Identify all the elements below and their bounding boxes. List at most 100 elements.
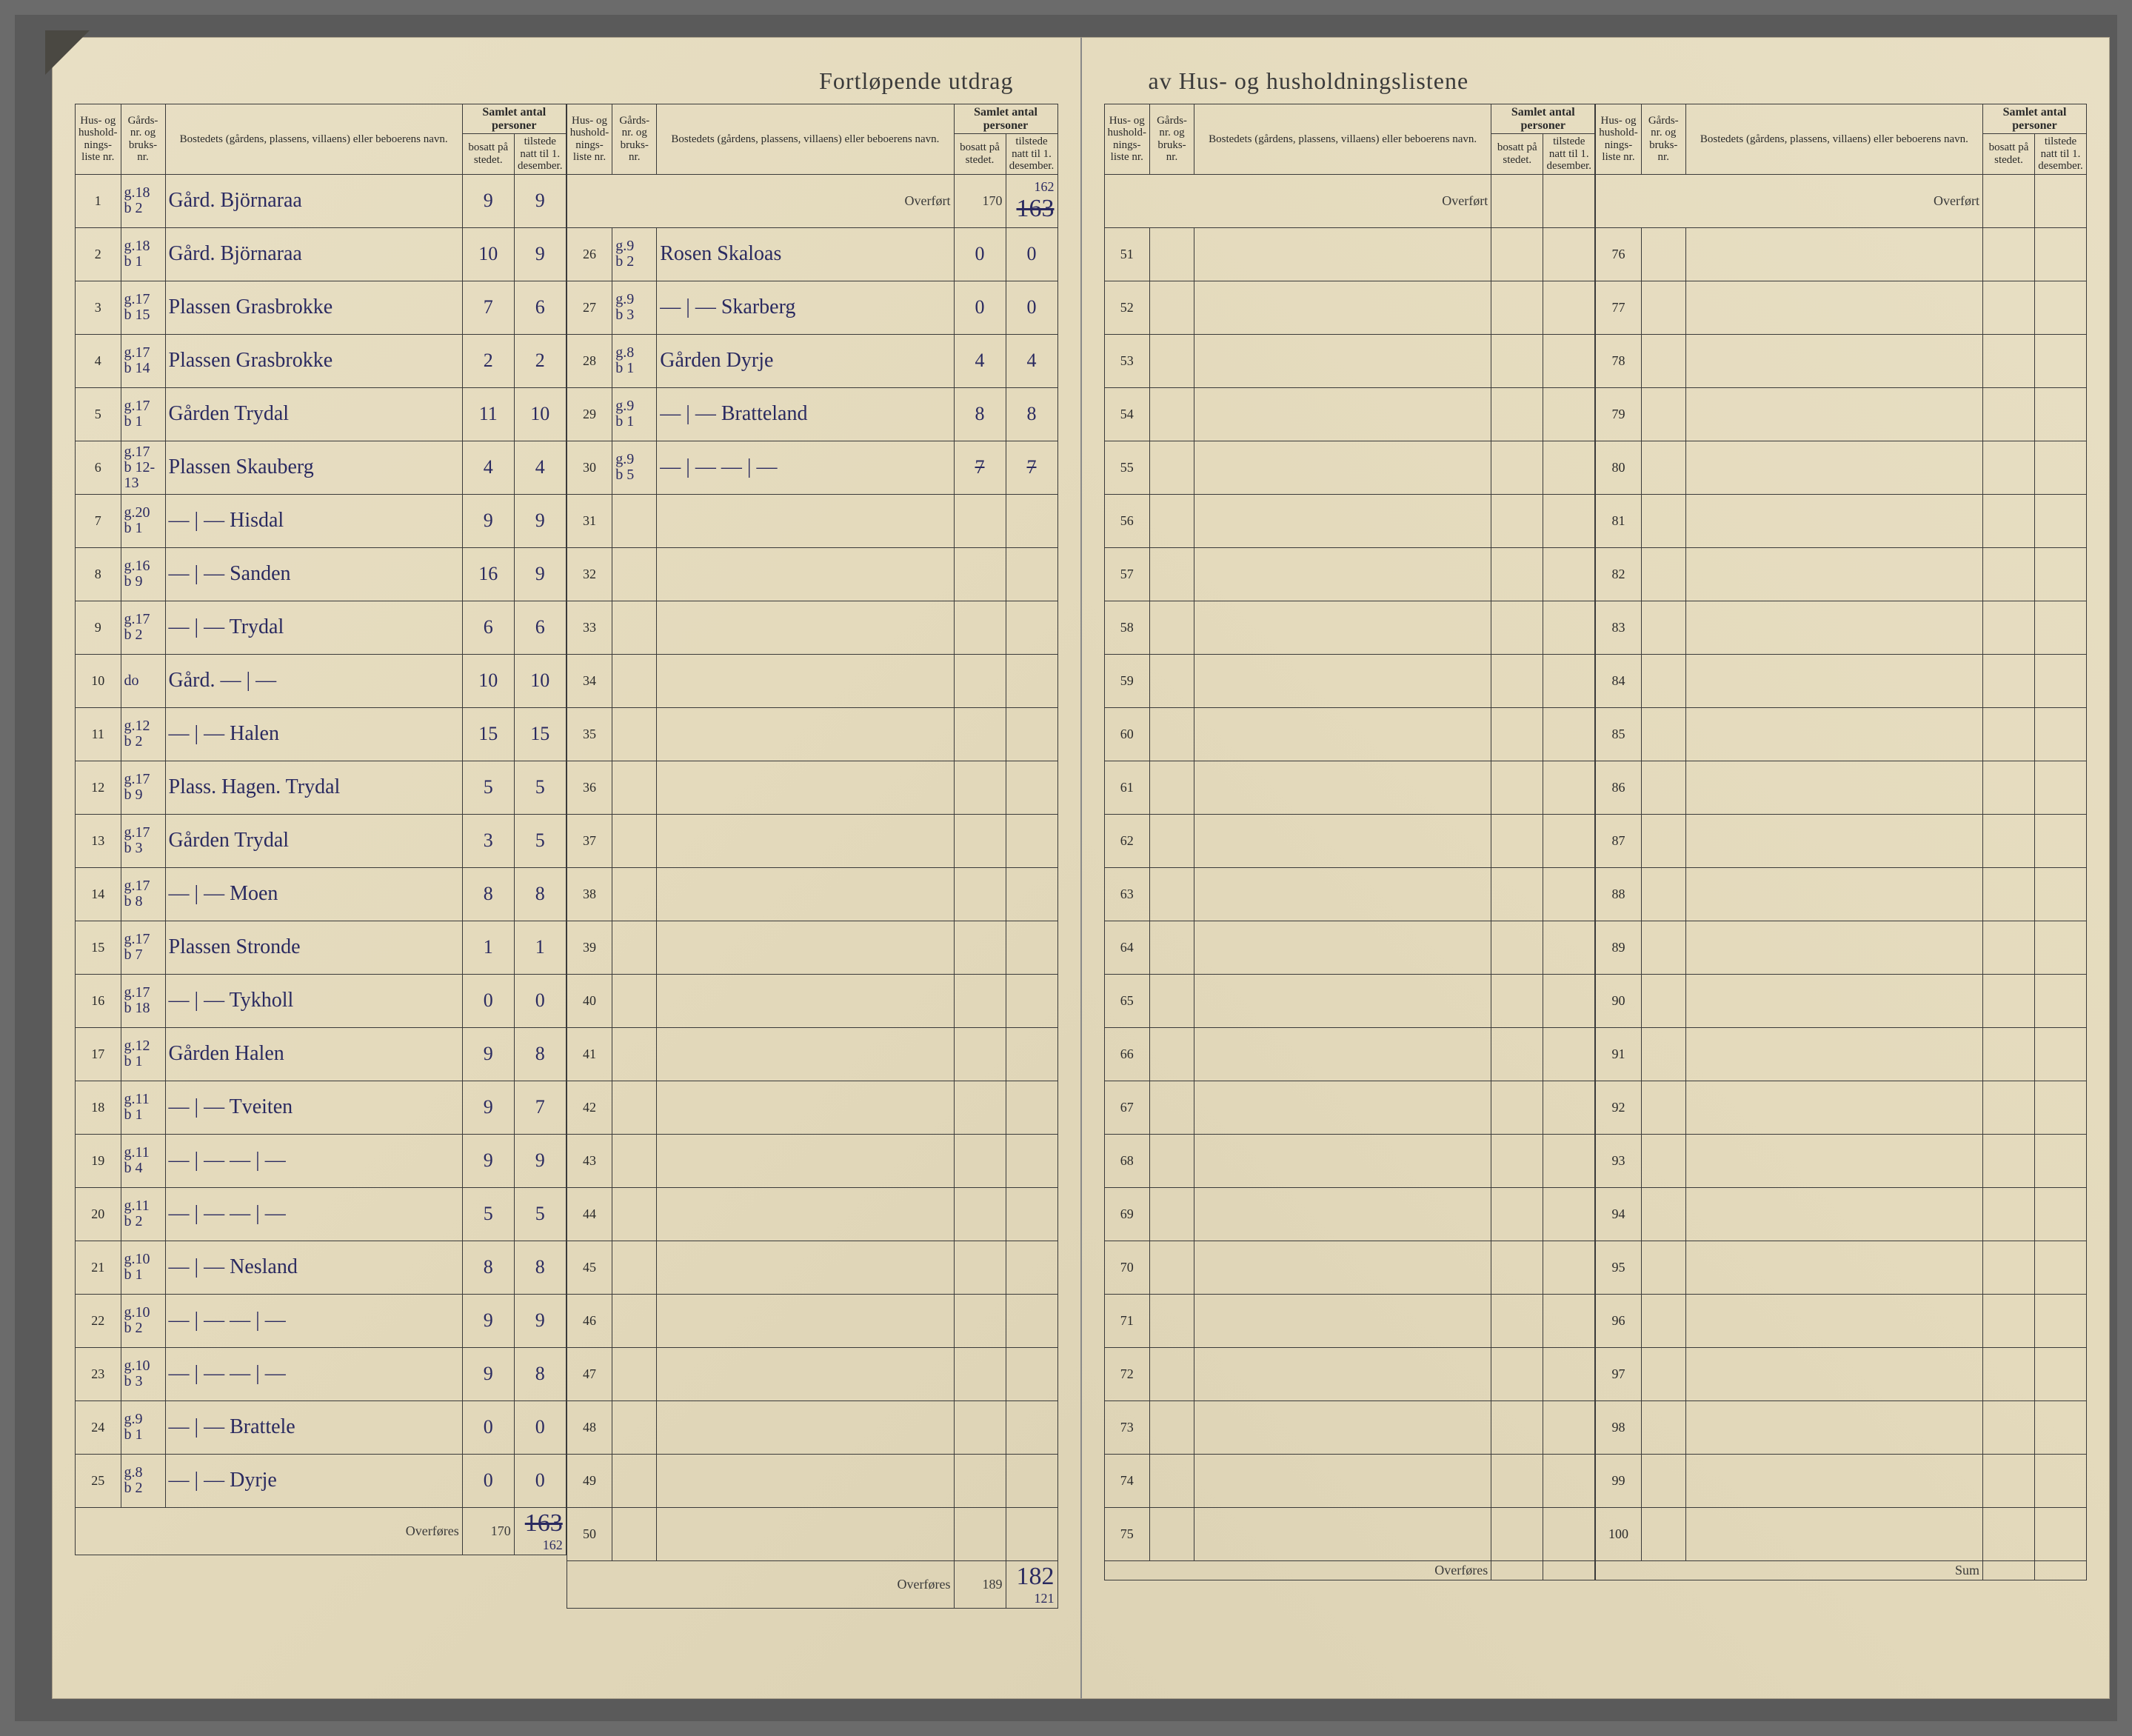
overfort-top-row: Overført: [1104, 174, 1595, 227]
table-header: Hus- og hushold-nings-liste nr. Gårds-nr…: [1596, 104, 2087, 175]
empty-cell: [1491, 174, 1543, 227]
bosted-name: [1194, 281, 1491, 334]
row-number: 79: [1596, 387, 1642, 441]
tilstede-count: 15: [514, 707, 566, 761]
table-row: 98: [1596, 1401, 2087, 1454]
bosted-name: Plassen Grasbrokke: [165, 281, 462, 334]
gards-number: g.9b 1: [121, 1401, 165, 1454]
table-row: 64: [1104, 921, 1595, 974]
gards-number: [612, 494, 657, 547]
bosted-name: [1685, 334, 1982, 387]
bosatt-count: [1491, 1347, 1543, 1401]
tilstede-count: [1543, 547, 1595, 601]
row-number: 12: [76, 761, 121, 814]
bosatt-count: [1983, 1134, 2035, 1187]
table-row: 9g.17b 2— | — Trydal66: [76, 601, 567, 654]
tilstede-count: [2035, 1401, 2087, 1454]
gards-number: [1150, 867, 1194, 921]
bosatt-count: 9: [462, 494, 514, 547]
bosted-name: Gården Trydal: [165, 387, 462, 441]
row-number: 32: [567, 547, 612, 601]
bosted-name: Plassen Stronde: [165, 921, 462, 974]
bosatt-count: [954, 1027, 1006, 1081]
gards-number: [1641, 1241, 1685, 1294]
gards-number: [612, 761, 657, 814]
empty-cell: [1983, 1560, 2035, 1580]
overfort-label: Overført: [1596, 174, 1983, 227]
gards-number: [612, 547, 657, 601]
gards-number: [1150, 761, 1194, 814]
gards-number: g.8b 2: [121, 1454, 165, 1507]
tilstede-count: [1543, 281, 1595, 334]
gards-number: [1641, 227, 1685, 281]
row-number: 92: [1596, 1081, 1642, 1134]
table-row: 40: [567, 974, 1057, 1027]
bosted-name: — | — Nesland: [165, 1241, 462, 1294]
row-number: 26: [567, 227, 612, 281]
overfores-tilstede: 182 121: [1006, 1560, 1057, 1608]
gards-number: [1150, 1401, 1194, 1454]
row-number: 57: [1104, 547, 1150, 601]
tilstede-count: [1006, 1347, 1057, 1401]
gards-number: g.17b 8: [121, 867, 165, 921]
bosatt-count: [1983, 1454, 2035, 1507]
row-number: 77: [1596, 281, 1642, 334]
row-number: 56: [1104, 494, 1150, 547]
gards-number: g.11b 2: [121, 1187, 165, 1241]
gards-number: [1641, 921, 1685, 974]
bosatt-count: [1983, 387, 2035, 441]
table-row: 76: [1596, 227, 2087, 281]
row-number: 87: [1596, 814, 1642, 867]
row-number: 74: [1104, 1454, 1150, 1507]
row-number: 9: [76, 601, 121, 654]
bosted-name: [1194, 761, 1491, 814]
gards-number: [1150, 547, 1194, 601]
table-row: 2g.18b 1Gård. Björnaraa109: [76, 227, 567, 281]
tilstede-count: [2035, 1027, 2087, 1081]
row-number: 66: [1104, 1027, 1150, 1081]
page-title-right: av Hus- og husholdningslistene: [1104, 67, 2088, 95]
bosted-name: [1685, 707, 1982, 761]
bosatt-count: 16: [462, 547, 514, 601]
gards-number: [1641, 1134, 1685, 1187]
table-row: 8g.16b 9— | — Sanden169: [76, 547, 567, 601]
gards-number: g.17b 12-13: [121, 441, 165, 494]
table-row: 61: [1104, 761, 1595, 814]
bosted-name: [657, 1507, 954, 1560]
ledger-table: Hus- og hushold-nings-liste nr. Gårds-nr…: [1104, 104, 1596, 1580]
tilstede-count: 7: [514, 1081, 566, 1134]
bosatt-count: [1491, 1081, 1543, 1134]
gards-number: [1150, 1187, 1194, 1241]
gards-number: g.9b 2: [612, 227, 657, 281]
bosted-name: [1685, 494, 1982, 547]
row-number: 50: [567, 1507, 612, 1560]
row-number: 69: [1104, 1187, 1150, 1241]
table-row: 18g.11b 1— | — Tveiten97: [76, 1081, 567, 1134]
tilstede-count: [1006, 1027, 1057, 1081]
table-row: 67: [1104, 1081, 1595, 1134]
bosatt-count: [954, 654, 1006, 707]
table-row: 24g.9b 1— | — Brattele00: [76, 1401, 567, 1454]
tilstede-count: [2035, 281, 2087, 334]
table-row: 20g.11b 2— | — — | —55: [76, 1187, 567, 1241]
bosatt-count: [1491, 974, 1543, 1027]
header-tilstede: tilstede natt til 1. desember.: [2035, 134, 2087, 175]
overfort-tilstede-struck: 163: [1017, 195, 1055, 222]
row-number: 21: [76, 1241, 121, 1294]
bosatt-count: [1491, 227, 1543, 281]
bosatt-count: 8: [462, 867, 514, 921]
bosted-name: [1685, 1241, 1982, 1294]
row-number: 35: [567, 707, 612, 761]
bosatt-count: [1491, 1294, 1543, 1347]
bosted-name: [657, 761, 954, 814]
gards-number: [612, 1401, 657, 1454]
bosatt-count: [954, 1134, 1006, 1187]
row-number: 86: [1596, 761, 1642, 814]
tilstede-count: 0: [514, 974, 566, 1027]
bosatt-count: [954, 921, 1006, 974]
bosted-name: [657, 814, 954, 867]
table-row: 93: [1596, 1134, 2087, 1187]
tilstede-count: [2035, 974, 2087, 1027]
bosatt-count: [1983, 1347, 2035, 1401]
bosatt-count: [954, 1347, 1006, 1401]
